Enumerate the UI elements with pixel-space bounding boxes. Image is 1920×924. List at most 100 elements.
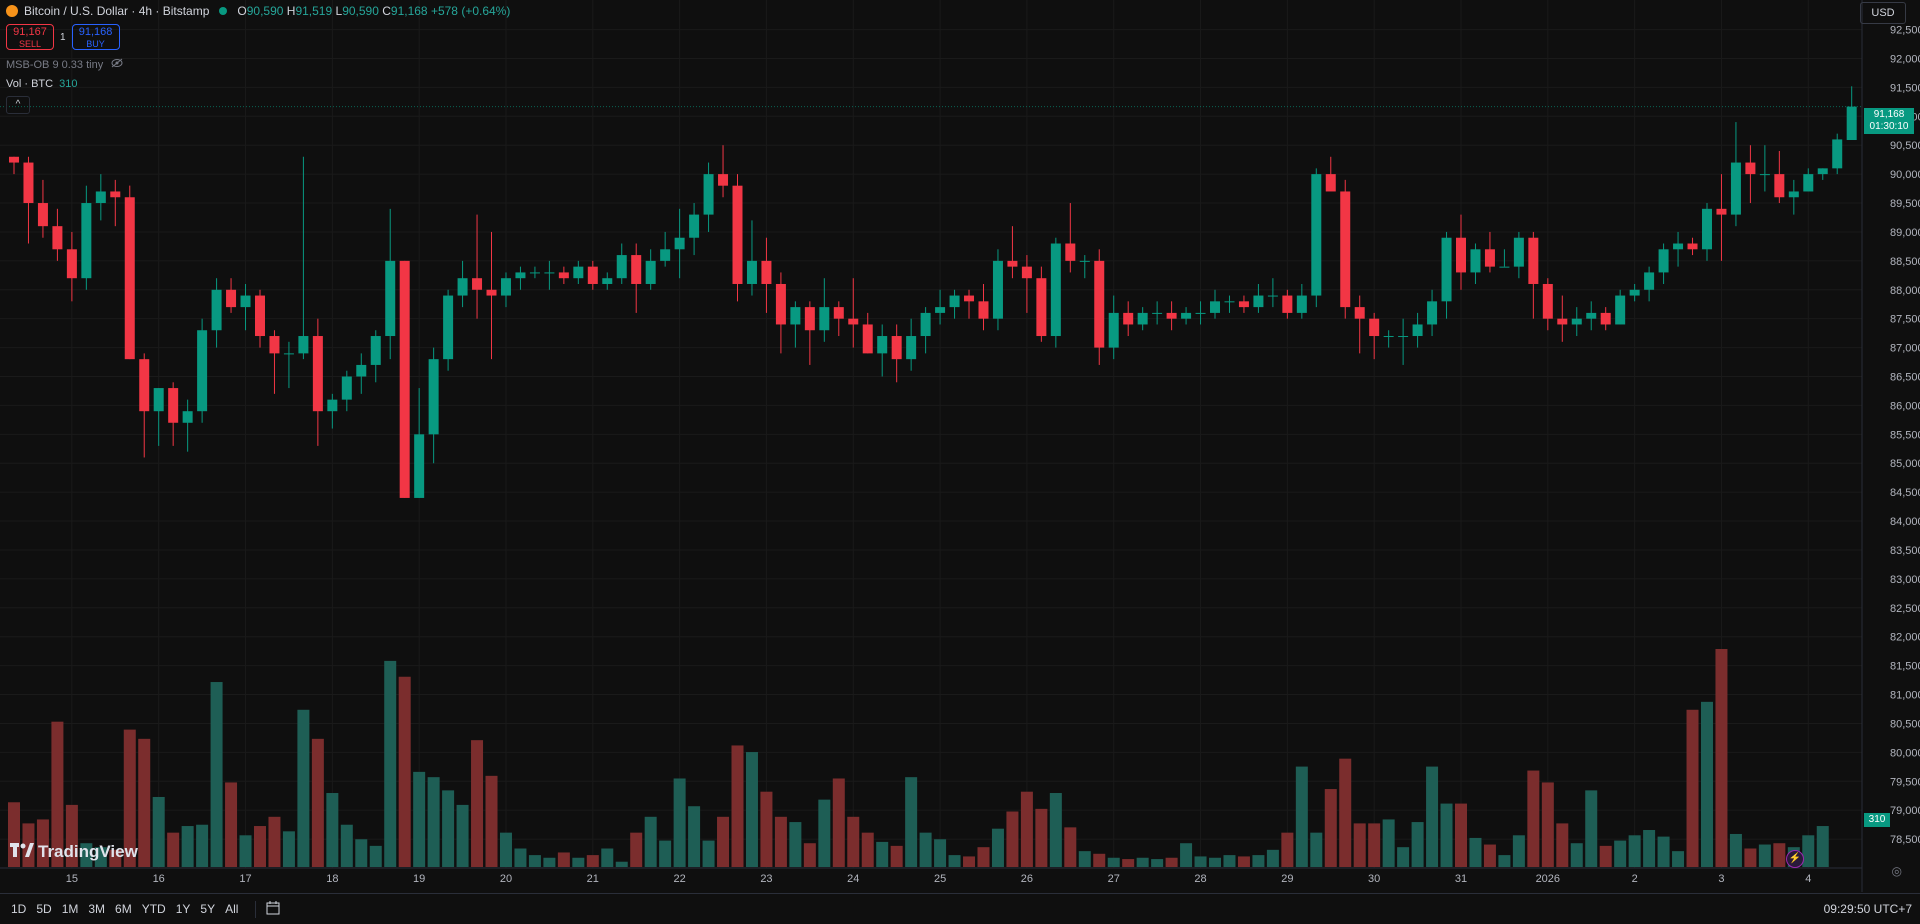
candle-body <box>1195 312 1206 314</box>
candle-body <box>573 266 584 279</box>
volume-bar <box>789 822 802 867</box>
indicator-msb[interactable]: MSB-OB 9 0.33 tiny <box>6 58 123 71</box>
candle-body <box>153 388 164 412</box>
volume-bar <box>832 778 845 867</box>
time-tick-label: 18 <box>326 873 338 885</box>
candle-body <box>746 260 757 284</box>
candle-body <box>1050 243 1061 337</box>
buy-button[interactable]: 91,168 BUY <box>71 24 120 50</box>
change-value: +578 (+0.64%) <box>430 4 511 18</box>
price-tick-label: 86,000 <box>1890 400 1920 412</box>
candle-body <box>1456 237 1466 273</box>
clock[interactable]: 09:29:50 UTC+7 <box>1823 902 1912 916</box>
candle-body <box>66 249 77 279</box>
volume-bar <box>1180 843 1193 867</box>
volume-bar <box>80 843 93 867</box>
price-tick-label: 80,500 <box>1890 718 1920 730</box>
calendar-icon[interactable] <box>255 900 280 918</box>
range-1y[interactable]: 1Y <box>175 902 191 916</box>
candle-body <box>1759 174 1770 176</box>
price-tick-label: 81,000 <box>1890 690 1920 702</box>
candle-body <box>269 336 280 354</box>
candle-body <box>312 336 323 412</box>
price-tick-label: 87,500 <box>1890 314 1920 326</box>
candle-body <box>689 214 700 238</box>
indicator-volume-value: 310 <box>59 78 78 90</box>
volume-bar <box>803 843 816 867</box>
time-tick-label: 22 <box>673 873 685 885</box>
range-1m[interactable]: 1M <box>61 902 79 916</box>
indicator-volume-label: Vol · BTC <box>6 78 54 90</box>
candle-body <box>891 336 902 360</box>
volume-bar <box>890 845 903 867</box>
price-tick-label: 86,500 <box>1890 372 1920 384</box>
price-tick-label: 82,500 <box>1890 603 1920 615</box>
volume-bar <box>630 832 643 867</box>
volume-bar <box>1035 808 1048 867</box>
indicator-volume[interactable]: Vol · BTC 310 <box>6 78 77 90</box>
lightning-icon[interactable]: ⚡ <box>1786 850 1804 868</box>
market-open-icon <box>219 7 228 15</box>
range-5y[interactable]: 5Y <box>200 902 216 916</box>
candle-body <box>515 272 526 279</box>
volume-bar <box>1252 855 1265 867</box>
eye-hidden-icon[interactable] <box>111 58 123 71</box>
range-6m[interactable]: 6M <box>115 902 132 916</box>
range-3m[interactable]: 3M <box>88 902 106 916</box>
buy-label: BUY <box>86 39 105 49</box>
time-tick-label: 29 <box>1281 873 1293 885</box>
volume-bar <box>818 799 831 867</box>
volume-bar <box>181 826 194 867</box>
candle-body <box>978 301 989 319</box>
volume-bar <box>991 828 1004 867</box>
candle-body <box>819 307 830 331</box>
range-5d[interactable]: 5D <box>36 902 52 916</box>
candle-body <box>1832 139 1843 169</box>
range-all[interactable]: All <box>225 902 239 916</box>
volume-bar <box>586 855 599 867</box>
settings-icon[interactable]: ◎ <box>1891 864 1902 878</box>
volume-bar <box>1729 833 1742 867</box>
ohlc-values: O90,590 H91,519 L90,590 C91,168 +578 (+0… <box>237 4 510 18</box>
candle-body <box>1137 312 1148 325</box>
close-label: C <box>382 4 391 18</box>
candle-body <box>1369 318 1380 337</box>
candle-body <box>1788 191 1799 198</box>
volume-bar <box>1585 790 1598 867</box>
volume-bar <box>1281 832 1294 867</box>
candle-body <box>182 411 193 423</box>
candle-body <box>1340 191 1351 308</box>
range-1d[interactable]: 1D <box>11 902 27 916</box>
low-value: 90,590 <box>342 4 379 18</box>
candle-body <box>1716 208 1727 215</box>
candle-body <box>1629 289 1640 296</box>
candle-body <box>283 353 294 355</box>
candle-body <box>1296 295 1307 313</box>
volume-bar <box>1122 859 1135 867</box>
candle-body <box>341 376 352 400</box>
candle-body <box>327 399 338 412</box>
low-label: L <box>335 4 343 18</box>
candle-body <box>1325 174 1336 192</box>
price-tick-label: 91,500 <box>1890 82 1920 94</box>
time-tick-label: 17 <box>239 873 251 885</box>
volume-bar <box>413 771 426 867</box>
candle-body <box>1267 295 1278 297</box>
volume-bar <box>717 816 730 867</box>
candle-body <box>1846 106 1857 141</box>
volume-bar <box>326 793 339 867</box>
symbol-title[interactable]: Bitcoin / U.S. Dollar · 4h · Bitstamp <box>24 4 210 18</box>
sell-button[interactable]: 91,167 SELL <box>6 24 54 50</box>
volume-bar <box>1758 844 1771 867</box>
collapse-legend-button[interactable]: ^ <box>6 96 30 114</box>
volume-bar <box>702 840 715 867</box>
sell-label: SELL <box>18 39 42 49</box>
brand-name: TradingView <box>38 842 138 861</box>
candle-body <box>804 307 815 331</box>
currency-button[interactable]: USD <box>1860 2 1906 24</box>
volume-bar <box>167 832 180 867</box>
volume-bar <box>225 782 238 867</box>
tradingview-logo[interactable]: TradingView <box>10 842 138 862</box>
range-ytd[interactable]: YTD <box>141 902 166 916</box>
